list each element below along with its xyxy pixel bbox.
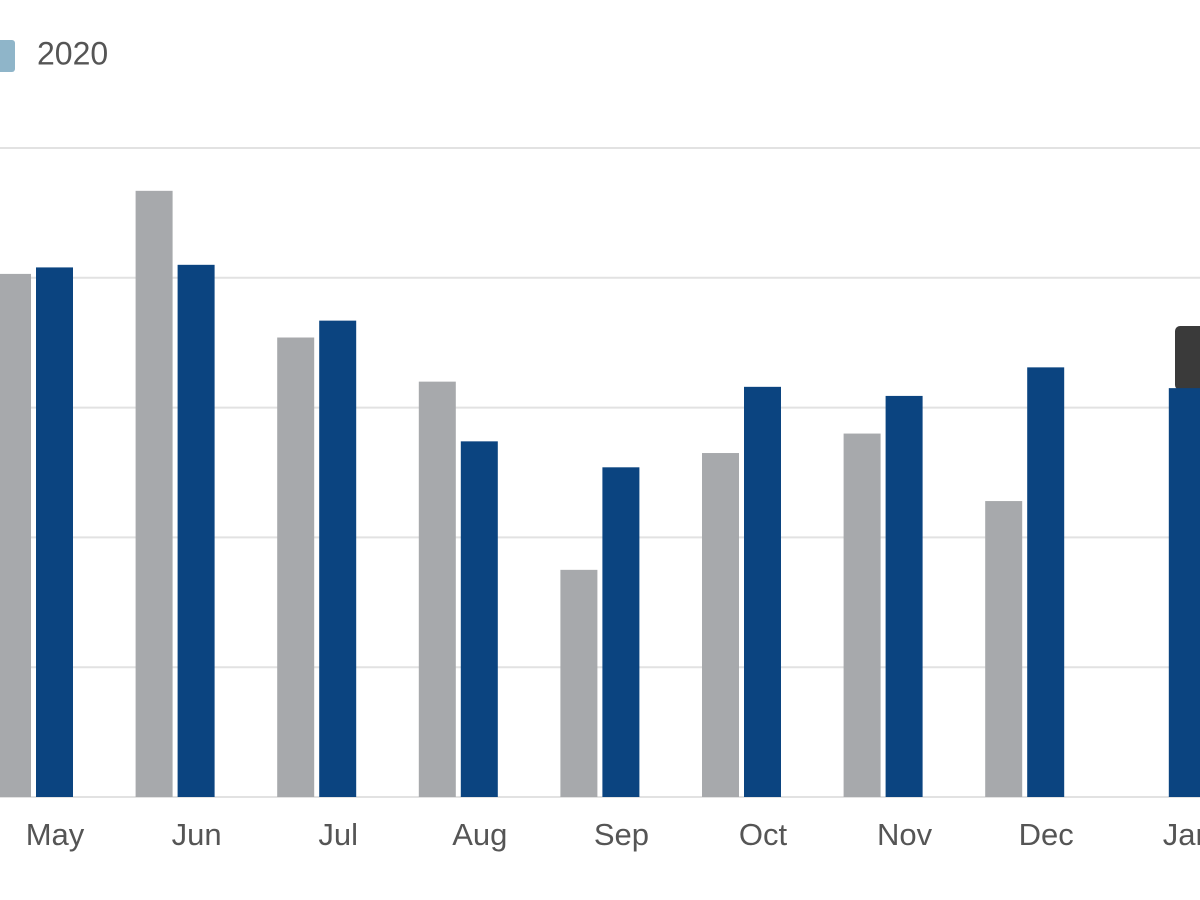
bar	[602, 467, 640, 797]
legend-label: 2020	[37, 35, 108, 71]
x-tick-label: Sep	[594, 817, 649, 852]
x-tick-label: Dec	[1019, 817, 1074, 852]
bar	[560, 569, 598, 797]
bar	[0, 273, 31, 797]
bar	[1168, 388, 1200, 797]
x-tick-label: May	[26, 817, 85, 852]
x-tick-label: Jan	[1163, 817, 1200, 852]
bar	[277, 337, 315, 797]
bar	[36, 267, 73, 797]
bar	[985, 501, 1023, 797]
tooltip	[1175, 326, 1200, 390]
bar	[843, 433, 881, 797]
bar	[744, 386, 781, 797]
bar	[885, 395, 923, 797]
legend-marker	[0, 40, 15, 72]
x-tick-label: Jun	[172, 817, 222, 852]
bar	[135, 190, 173, 798]
bar	[460, 441, 498, 797]
bar	[177, 264, 215, 797]
x-tick-label: Jul	[318, 817, 358, 852]
x-tick-label: Oct	[739, 817, 788, 852]
bar	[418, 381, 456, 797]
bar	[1027, 367, 1065, 797]
bar	[702, 453, 739, 797]
bar	[319, 320, 357, 797]
x-tick-label: Aug	[452, 817, 507, 852]
x-tick-label: Nov	[877, 817, 933, 852]
